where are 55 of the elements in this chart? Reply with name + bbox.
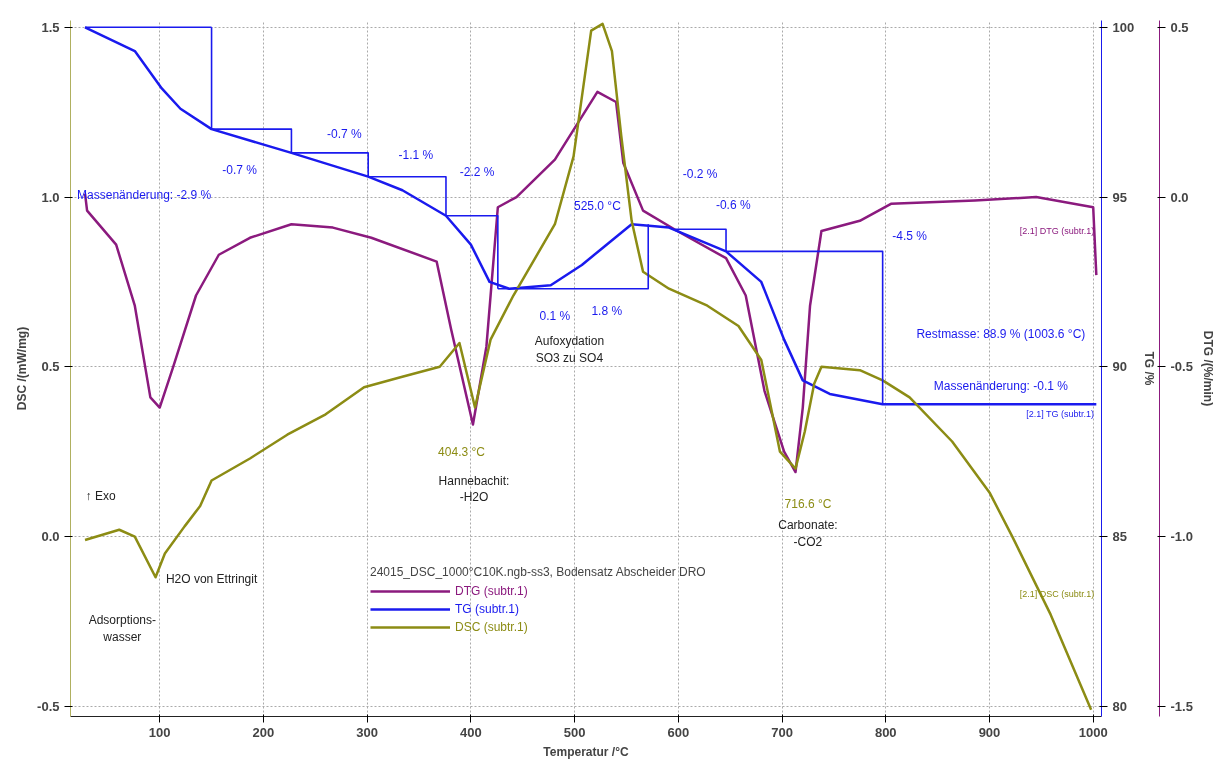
annotation: -0.6 % (715, 197, 751, 212)
y-axis-title: DSC /(mW/mg) (15, 326, 30, 411)
annotation: 404.3 °C (438, 444, 486, 459)
y3-tick-label: 0.5 (1170, 19, 1189, 35)
annotation: 0.1 % (539, 308, 571, 323)
y-tick-label: 0.0 (41, 529, 60, 545)
y3-tick-label: 0.0 (1170, 189, 1189, 205)
x-tick-label: 700 (771, 724, 793, 740)
annotation: H2O von Ettringit (165, 572, 258, 586)
annotation: Massenänderung: -2.9 % (77, 188, 212, 203)
y3-tick-label: -1.5 (1170, 698, 1193, 714)
y3-tick-label: -1.0 (1170, 529, 1193, 545)
x-axis-title: Temperatur /°C (543, 744, 629, 759)
x-tick-label: 600 (667, 724, 690, 740)
text: DTG (subtr.1) (455, 584, 528, 598)
y-tick-label: 1.0 (41, 189, 60, 205)
annotation: [2.1] TG (subtr.1) (1026, 409, 1095, 420)
y2-tick-label: 100 (1112, 19, 1135, 35)
y2-tick-label: 85 (1112, 529, 1127, 545)
text: DSC (subtr.1) (455, 620, 528, 634)
annotation: -2.2 % (459, 164, 495, 179)
y3-tick-label: -0.5 (1170, 359, 1193, 375)
x-tick-label: 100 (148, 724, 171, 740)
annotation: -0.7 % (222, 162, 258, 177)
annotation: Restmasse: 88.9 % (1003.6 °C) (916, 326, 1086, 341)
annotation: 716.6 °C (784, 496, 832, 511)
x-tick-label: 400 (460, 724, 482, 740)
annotation: Hannebachit: -H2O (438, 473, 510, 505)
y-tick-label: 0.5 (41, 359, 60, 375)
annotation: 1.8 % (591, 304, 623, 319)
x-tick-label: 300 (356, 724, 378, 740)
y-tick-label: -0.5 (37, 698, 60, 714)
y2-axis-title: TG /% (1142, 351, 1157, 386)
y2-tick-label: 80 (1112, 698, 1127, 714)
x-tick-label: 1000 (1078, 724, 1108, 740)
annotation: Carbonate: -CO2 (778, 517, 838, 549)
annotation: -0.2 % (682, 166, 718, 181)
x-tick-label: 900 (978, 724, 1001, 740)
x-tick-label: 200 (252, 724, 275, 740)
y2-tick-label: 90 (1112, 359, 1127, 375)
annotation: Aufoxydation SO3 zu SO4 (534, 334, 605, 366)
y-tick-label: 1.5 (41, 19, 60, 35)
y2-tick-label: 95 (1112, 189, 1127, 205)
x-tick-label: 500 (563, 724, 586, 740)
text: TG (subtr.1) (455, 602, 520, 616)
annotation: -0.7 % (326, 126, 362, 141)
annotation: -1.1 % (398, 147, 434, 162)
legend-title: 24015_DSC_1000°C10K.ngb-ss3, Bodensatz Abscheider DRO (370, 565, 706, 579)
annotation: 525.0 °C (574, 198, 622, 213)
annotation: -4.5 % (892, 229, 928, 244)
y3-axis-title: DTG /(%/min) (1200, 330, 1215, 407)
annotation: Massenänderung: -0.1 % (933, 379, 1069, 394)
x-tick-label: 800 (874, 724, 897, 740)
annotation: ↑ Exo (85, 489, 116, 504)
annotation: Adsorptions- wasser (88, 612, 157, 644)
